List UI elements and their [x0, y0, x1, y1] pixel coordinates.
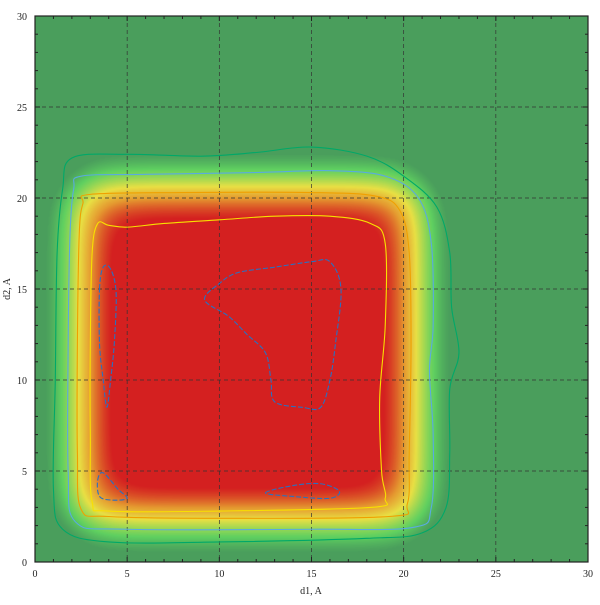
x-tick-labels: 0 5 10 15 20 25 30 — [33, 569, 594, 580]
x-tick-label: 15 — [307, 569, 317, 580]
x-tick-label: 5 — [125, 569, 130, 580]
y-tick-label: 20 — [17, 194, 27, 205]
ticks — [34, 15, 589, 563]
contour-line — [52, 146, 460, 544]
x-tick-label: 30 — [583, 569, 593, 580]
x-tick-label: 10 — [214, 569, 224, 580]
y-tick-label: 10 — [17, 376, 27, 387]
y-tick-labels: 0 5 10 15 20 25 30 — [17, 12, 27, 569]
contour-line — [76, 191, 412, 519]
x-tick-label: 0 — [33, 569, 38, 580]
y-tick-label: 15 — [17, 285, 27, 296]
contour-line — [264, 482, 341, 500]
x-axis-label: d1, A — [300, 586, 322, 597]
contour-line — [67, 170, 435, 531]
x-tick-label: 25 — [491, 569, 501, 580]
contour-line — [204, 258, 342, 411]
y-axis-label: d2, A — [2, 277, 13, 299]
y-tick-label: 30 — [17, 12, 27, 23]
contour-line — [96, 471, 128, 501]
y-tick-label: 5 — [22, 467, 27, 478]
contour-line — [89, 214, 389, 513]
contours — [52, 146, 460, 544]
x-tick-label: 20 — [399, 569, 409, 580]
y-tick-label: 25 — [17, 103, 27, 114]
y-tick-label: 0 — [22, 558, 27, 569]
contour-line — [98, 264, 117, 408]
grid — [35, 16, 588, 562]
